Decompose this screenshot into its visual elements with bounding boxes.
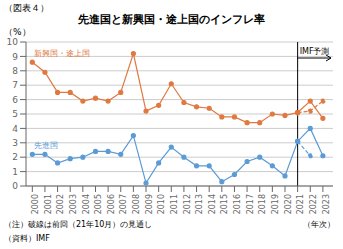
svg-text:2009: 2009: [145, 194, 154, 214]
svg-text:2010: 2010: [157, 194, 166, 214]
svg-text:6: 6: [12, 95, 18, 105]
svg-text:2007: 2007: [119, 194, 128, 214]
svg-text:8: 8: [12, 66, 18, 76]
svg-text:2017: 2017: [246, 194, 255, 214]
html-text:（資料）IMF: （資料）IMF: [4, 234, 50, 243]
svg-text:2005: 2005: [94, 194, 103, 214]
svg-text:新興国・途上国: 新興国・途上国: [34, 49, 90, 58]
svg-text:3: 3: [12, 138, 18, 148]
svg-text:2003: 2003: [69, 194, 78, 214]
svg-text:2000: 2000: [31, 194, 40, 214]
svg-text:2008: 2008: [132, 194, 141, 214]
svg-text:2012: 2012: [183, 194, 192, 214]
svg-text:2002: 2002: [56, 194, 65, 214]
svg-text:IMF予測: IMF予測: [300, 47, 330, 56]
svg-text:2: 2: [12, 152, 18, 162]
svg-text:先進国: 先進国: [34, 141, 58, 150]
svg-text:2001: 2001: [44, 194, 53, 214]
svg-text:2020: 2020: [284, 194, 293, 214]
html-text:（注）破線は前回（21年10月）の見通し: （注）破線は前回（21年10月）の見通し: [4, 220, 153, 229]
svg-text:0: 0: [12, 181, 18, 191]
svg-text:2015: 2015: [221, 194, 230, 214]
svg-text:2014: 2014: [208, 194, 217, 214]
svg-text:2018: 2018: [258, 194, 267, 214]
svg-text:2022: 2022: [309, 194, 318, 214]
svg-text:2023: 2023: [322, 194, 331, 214]
svg-text:2019: 2019: [271, 194, 280, 214]
svg-text:2016: 2016: [233, 194, 242, 214]
svg-text:2013: 2013: [195, 194, 204, 214]
html-text:（年次）: （年次）: [303, 220, 335, 229]
svg-text:1: 1: [12, 167, 18, 177]
svg-text:7: 7: [12, 80, 18, 90]
svg-text:2021: 2021: [296, 194, 305, 214]
svg-text:2011: 2011: [170, 194, 179, 214]
svg-text:2006: 2006: [107, 194, 116, 214]
html-text:（図表４）: （図表４）: [4, 3, 49, 13]
svg-text:5: 5: [12, 109, 18, 119]
svg-text:4: 4: [12, 124, 18, 134]
html-text:先進国と新興国・途上国のインフレ率: 先進国と新興国・途上国のインフレ率: [78, 13, 265, 26]
svg-text:2004: 2004: [82, 194, 91, 214]
svg-text:10: 10: [8, 37, 18, 47]
svg-text:9: 9: [12, 52, 18, 62]
